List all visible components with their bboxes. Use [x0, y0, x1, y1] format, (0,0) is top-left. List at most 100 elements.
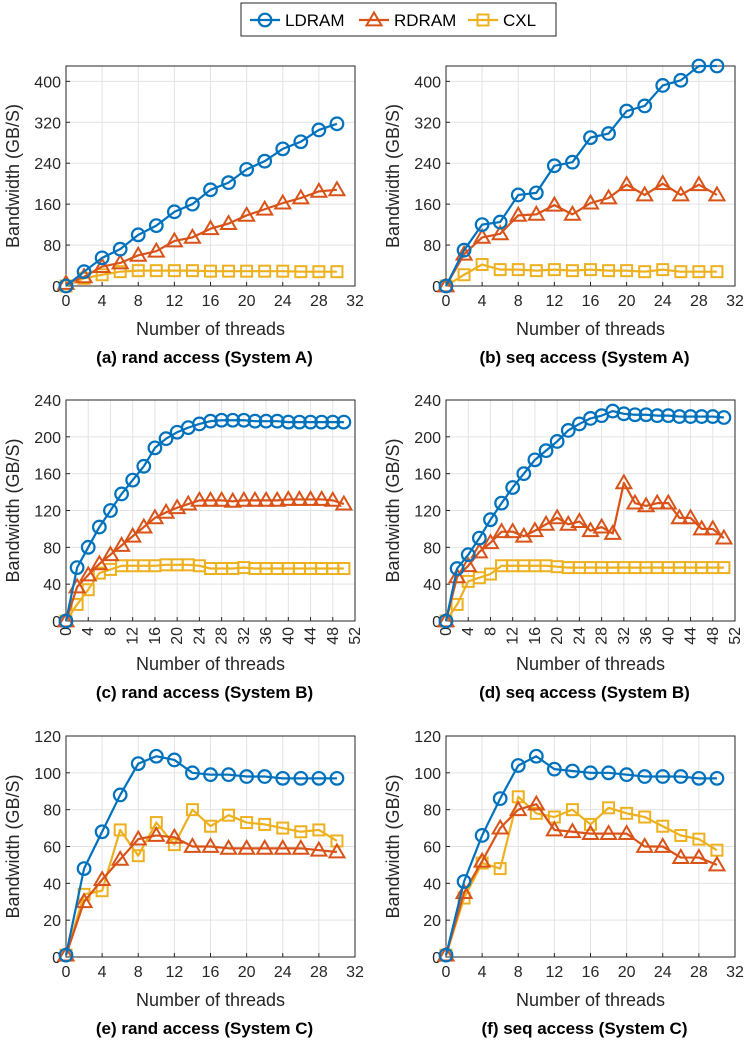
- data-point-ldram: [203, 413, 218, 429]
- y-tick-label: 100: [414, 766, 441, 783]
- data-point-rdram: [255, 838, 274, 855]
- data-point-cxl: [204, 819, 217, 833]
- data-point-ldram: [494, 495, 509, 511]
- series-line-ldram: [64, 755, 337, 956]
- data-point-ldram: [583, 130, 598, 146]
- series-line-rdram: [445, 182, 718, 287]
- x-tick-label: 44: [683, 627, 700, 645]
- data-point-rdram: [671, 848, 691, 864]
- data-point-cxl: [185, 803, 199, 817]
- data-point-rdram: [689, 848, 709, 864]
- data-point-rdram: [653, 837, 672, 853]
- data-point-ldram: [293, 770, 309, 786]
- data-point-ldram: [583, 765, 598, 781]
- data-point-ldram: [325, 414, 341, 430]
- data-point-cxl: [113, 265, 127, 279]
- data-point-ldram: [449, 561, 465, 576]
- data-point-rdram: [129, 829, 148, 846]
- panel-caption: (b) seq access (System A): [479, 348, 689, 367]
- x-tick-label: 44: [303, 627, 320, 645]
- data-point-cxl: [457, 268, 471, 282]
- data-point-ldram: [214, 412, 230, 428]
- data-point-ldram: [655, 769, 671, 784]
- legend-marker-cxl: [476, 13, 490, 27]
- chart-panel-5: 0 4 8 12 16 20 24 28 32 0 20 40 60 80 100 120 Number of …: [3, 729, 364, 1038]
- data-point-rdram: [703, 519, 723, 536]
- x-tick-label: 48: [325, 627, 342, 645]
- data-point-rdram: [201, 490, 220, 507]
- data-point-cxl: [312, 823, 326, 837]
- data-point-ldram: [616, 406, 632, 422]
- x-tick-label: 4: [80, 627, 97, 636]
- data-point-ldram: [293, 134, 309, 150]
- data-point-ldram: [474, 828, 490, 843]
- data-point-ldram: [673, 72, 689, 88]
- data-point-ldram: [438, 613, 454, 629]
- data-point-ldram: [329, 770, 345, 786]
- data-point-rdram: [592, 517, 611, 534]
- data-point-ldram: [456, 874, 472, 889]
- series-line-cxl: [444, 795, 718, 956]
- y-tick-label: 40: [43, 876, 61, 893]
- x-tick-label: 24: [654, 293, 672, 310]
- data-point-ldram: [125, 472, 141, 488]
- data-point-cxl: [337, 562, 351, 576]
- x-tick-label: 32: [726, 964, 744, 981]
- data-point-rdram: [309, 840, 329, 857]
- data-point-ldram: [560, 422, 576, 438]
- data-point-ldram: [638, 407, 654, 423]
- data-point-ldram: [546, 158, 562, 174]
- x-tick-label: 32: [346, 964, 364, 981]
- data-point-rdram: [570, 512, 589, 528]
- data-point-cxl: [493, 263, 507, 277]
- data-point-rdram: [545, 195, 564, 212]
- data-point-rdram: [692, 519, 711, 536]
- data-point-ldram: [716, 410, 732, 425]
- data-point-rdram: [147, 241, 166, 258]
- data-point-rdram: [134, 517, 154, 534]
- x-tick-label: 0: [58, 627, 75, 636]
- data-point-cxl: [620, 806, 634, 820]
- data-point-ldram: [471, 530, 487, 546]
- data-point-ldram: [619, 103, 635, 119]
- data-point-ldram: [510, 758, 526, 773]
- series-rdram: [436, 794, 727, 962]
- data-point-ldram: [601, 765, 616, 781]
- x-tick-label: 20: [618, 964, 636, 981]
- y-tick-label: 0: [432, 614, 441, 631]
- x-axis-label: Number of threads: [136, 654, 285, 674]
- data-point-rdram: [92, 870, 112, 887]
- x-tick-label: 16: [582, 964, 600, 981]
- x-tick-label: 8: [134, 964, 143, 981]
- legend-label-ldram: LDRAM: [285, 11, 345, 30]
- y-tick-label: 40: [423, 577, 441, 594]
- data-point-cxl: [185, 264, 199, 278]
- data-point-rdram: [636, 496, 656, 513]
- series-ldram: [58, 748, 345, 963]
- data-point-cxl: [450, 597, 464, 611]
- data-point-ldram: [492, 791, 508, 807]
- x-tick-label: 8: [514, 964, 523, 981]
- y-tick-label: 40: [43, 577, 61, 594]
- data-point-ldram: [185, 765, 200, 781]
- data-point-ldram: [474, 217, 490, 233]
- y-tick-label: 0: [52, 950, 61, 967]
- legend-marker-ldram: [257, 12, 273, 28]
- data-point-cxl: [547, 263, 561, 277]
- data-point-rdram: [603, 524, 622, 540]
- x-tick-label: 12: [165, 964, 183, 981]
- y-tick-label: 240: [414, 393, 441, 410]
- x-tick-label: 12: [545, 964, 563, 981]
- y-tick-label: 20: [43, 913, 61, 930]
- panel-caption: (e) rand access (System C): [96, 1019, 313, 1038]
- data-point-ldram: [619, 767, 635, 783]
- x-tick-label: 28: [690, 964, 708, 981]
- data-point-ldram: [221, 175, 236, 191]
- chart-panel-4: 0 4 8 12 16 20 24 28 32 36 40 44 48 52040801201602002…: [383, 393, 744, 702]
- y-tick-label: 80: [423, 540, 441, 557]
- y-tick-label: 320: [414, 115, 441, 132]
- data-point-rdram: [165, 231, 184, 248]
- data-point-ldram: [221, 767, 236, 783]
- data-point-rdram: [183, 227, 202, 244]
- data-point-rdram: [92, 257, 112, 273]
